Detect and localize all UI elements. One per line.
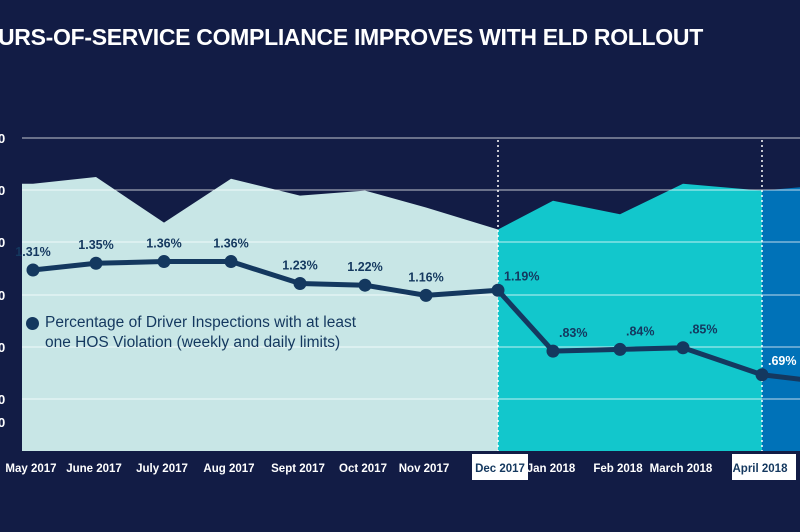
x-tick-label: March 2018 — [650, 463, 713, 475]
legend-marker — [26, 317, 39, 330]
y-tick-label: 0 — [0, 131, 5, 146]
x-tick-label: Jan 2018 — [527, 463, 576, 475]
legend-label-line1: Percentage of Driver Inspections with at… — [45, 314, 357, 331]
data-label: 1.16% — [408, 270, 443, 284]
x-tick-label: Feb 2018 — [593, 463, 643, 475]
data-point — [613, 342, 627, 356]
area-pre-eld — [22, 177, 498, 452]
legend-label-line2: one HOS Violation (weekly and daily limi… — [45, 334, 341, 351]
data-label: 1.22% — [347, 260, 382, 274]
data-point — [89, 256, 103, 270]
data-point — [755, 368, 769, 382]
x-tick-label: June 2017 — [66, 463, 122, 475]
y-tick-label: 0 — [0, 235, 5, 250]
legend-label: Percentage of Driver Inspections with at… — [45, 313, 405, 353]
y-tick-label: 0 — [0, 183, 5, 198]
x-label-highlight — [732, 454, 796, 480]
data-point — [419, 288, 433, 302]
data-point — [224, 255, 238, 269]
legend: Percentage of Driver Inspections with at… — [26, 313, 405, 353]
data-point — [491, 283, 505, 297]
data-label: .83% — [559, 326, 588, 340]
x-tick-label: Aug 2017 — [203, 463, 254, 475]
x-tick-label: April 2018 — [733, 463, 789, 475]
data-label: 1.31% — [15, 245, 50, 259]
y-tick-label: 0 — [0, 392, 5, 407]
data-point — [546, 344, 560, 358]
x-tick-label: Nov 2017 — [399, 463, 450, 475]
data-label: 1.23% — [282, 259, 317, 273]
data-label: 1.36% — [213, 237, 248, 251]
x-tick-label: Sept 2017 — [271, 463, 325, 475]
area-eld-phase — [498, 183, 762, 451]
data-label: 1.36% — [146, 237, 181, 251]
data-label: .85% — [689, 323, 718, 337]
x-tick-label: Dec 2017 — [475, 463, 525, 475]
area-post-april — [762, 187, 800, 451]
data-point — [676, 341, 690, 355]
x-label-highlight — [472, 454, 528, 480]
data-point — [157, 255, 171, 269]
data-label: 1.19% — [504, 269, 539, 283]
chart-title: URS-OF-SERVICE COMPLIANCE IMPROVES WITH … — [0, 24, 703, 50]
data-point — [293, 277, 307, 291]
data-point — [358, 278, 372, 292]
y-tick-label: 0 — [0, 340, 5, 355]
x-tick-label: July 2017 — [136, 463, 188, 475]
data-label: 1.35% — [78, 238, 113, 252]
x-tick-label: Oct 2017 — [339, 463, 387, 475]
y-tick-label: 0 — [0, 288, 5, 303]
x-tick-label: May 2017 — [5, 463, 56, 475]
data-point — [26, 263, 40, 277]
data-label: .69% — [768, 354, 797, 368]
y-tick-label: 0 — [0, 415, 5, 430]
data-label: .84% — [626, 324, 655, 338]
